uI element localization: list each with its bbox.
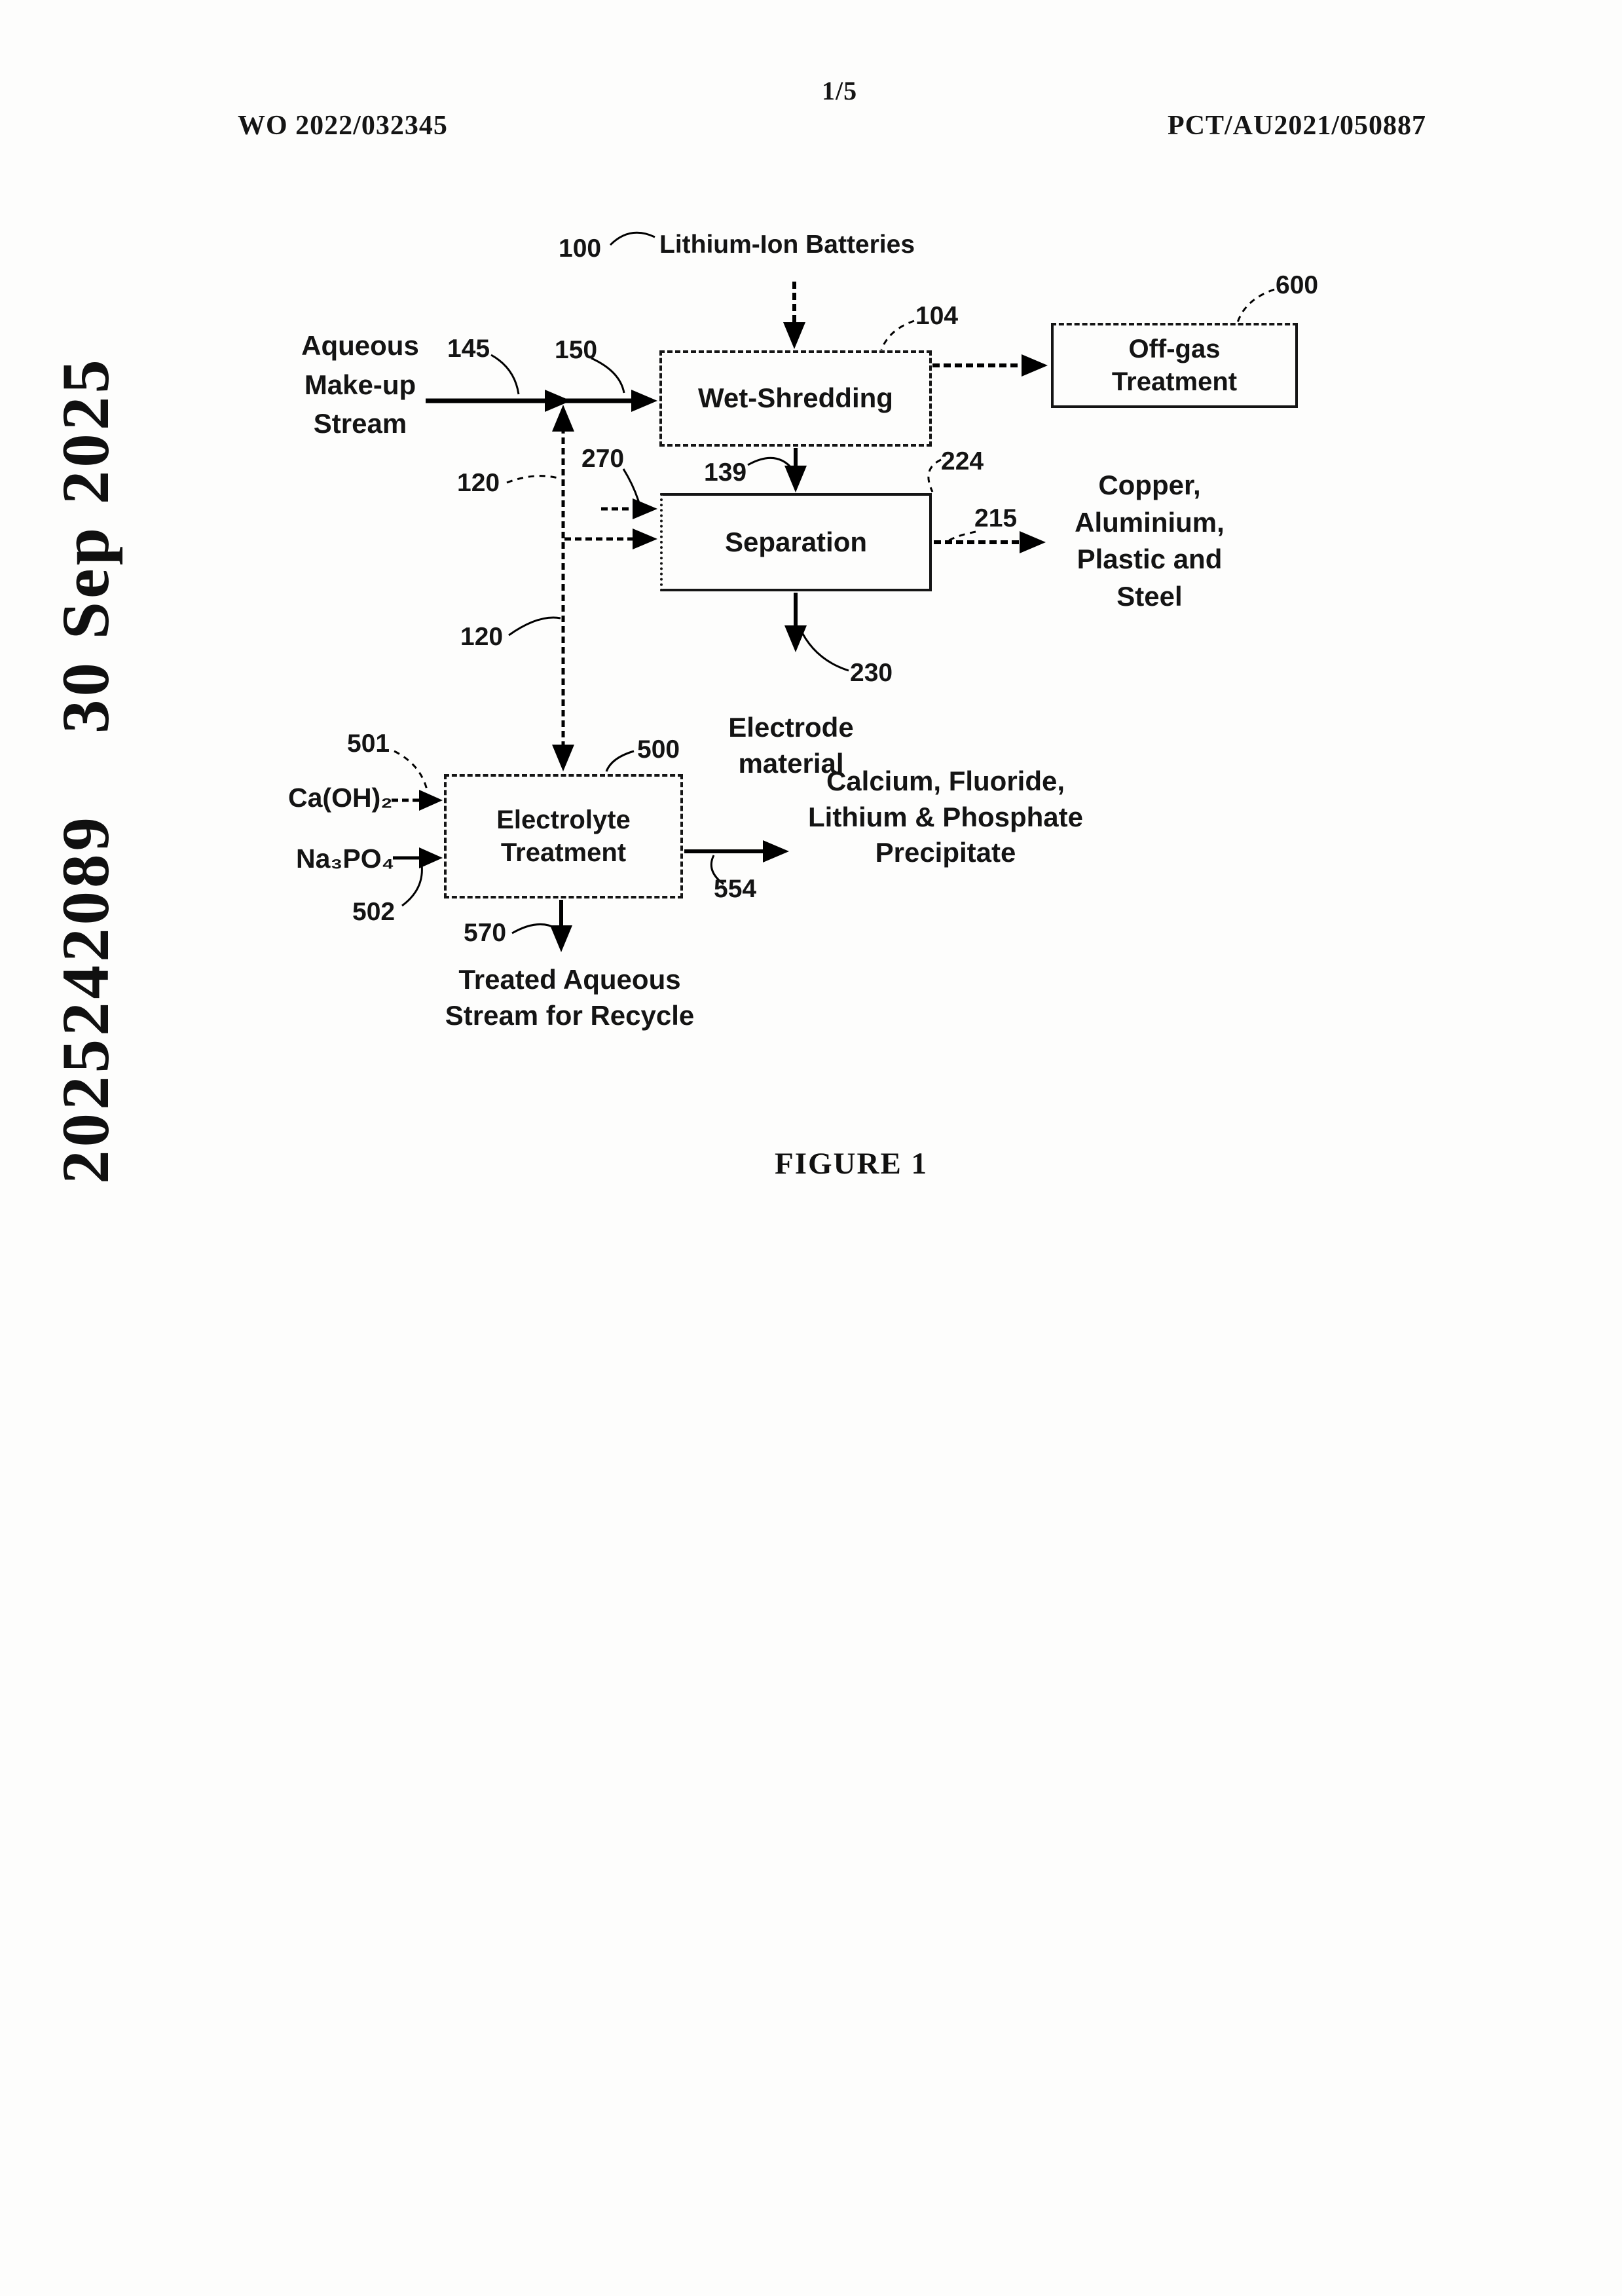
figure-caption: FIGURE 1 xyxy=(775,1147,929,1181)
leader-600 xyxy=(1236,288,1275,323)
ref-501: 501 xyxy=(347,730,390,758)
leader-230 xyxy=(798,627,849,672)
off-gas-treatment-label: Off-gas Treatment xyxy=(1111,335,1238,396)
ref-120-lower: 120 xyxy=(460,623,504,651)
input-lithium-ion-batteries: Lithium-Ion Batteries xyxy=(659,231,915,259)
ref-570: 570 xyxy=(464,919,507,947)
sheet-index: 1/5 xyxy=(822,76,858,105)
leader-502 xyxy=(401,864,423,907)
stream-arrow-230-electrode xyxy=(784,593,807,652)
application-number: PCT/AU2021/050887 xyxy=(1168,111,1426,141)
leader-100 xyxy=(609,231,655,246)
stream-arrow-aqueous-makeup xyxy=(426,390,657,412)
stream-arrow-na3po4-feed xyxy=(393,847,443,868)
leader-139 xyxy=(747,456,794,470)
ref-100: 100 xyxy=(559,234,602,263)
electrolyte-treatment-label: Electrolyte Treatment xyxy=(496,805,631,867)
process-box-electrolyte-treatment: Electrolyte Treatment xyxy=(444,774,683,898)
publication-number: WO 2022/032345 xyxy=(238,111,448,141)
ref-600: 600 xyxy=(1276,271,1319,299)
output-metals: Copper, Aluminium, Plastic and Steel xyxy=(1075,470,1225,612)
ref-215: 215 xyxy=(974,504,1018,532)
ref-502: 502 xyxy=(352,898,396,926)
ref-230: 230 xyxy=(850,659,893,687)
leader-270 xyxy=(622,468,640,504)
ref-224: 224 xyxy=(941,447,984,475)
leader-145 xyxy=(490,354,520,395)
stream-arrow-wetshred-to-separation xyxy=(784,448,807,492)
stream-arrow-120-to-separation xyxy=(564,528,657,549)
leader-120-lower xyxy=(508,616,561,637)
output-treated-aqueous-stream: Treated Aqueous Stream for Recycle xyxy=(445,964,695,1031)
ref-104: 104 xyxy=(915,302,959,330)
stream-line-120-recycle xyxy=(552,405,574,771)
ref-139: 139 xyxy=(704,458,747,487)
process-box-off-gas-treatment: Off-gas Treatment xyxy=(1051,323,1298,408)
leader-104 xyxy=(880,320,915,350)
sidebar-filing-annotation: 2025242089 30 Sep 2025 xyxy=(48,356,123,1184)
ref-500: 500 xyxy=(637,735,680,764)
leader-570 xyxy=(511,923,557,935)
stream-arrow-215-solids xyxy=(934,531,1046,553)
stream-arrow-caoh2-feed xyxy=(392,790,443,811)
leader-120-upper xyxy=(506,475,561,484)
leader-501 xyxy=(394,750,428,790)
ref-554: 554 xyxy=(714,875,757,903)
leader-500 xyxy=(605,750,635,772)
stream-arrow-570-treated xyxy=(550,900,572,952)
ref-150: 150 xyxy=(555,336,598,364)
process-box-wet-shredding: Wet-Shredding xyxy=(659,350,932,447)
ref-145: 145 xyxy=(447,335,490,363)
input-calcium-hydroxide: Ca(OH)₂ xyxy=(288,783,393,813)
wet-shredding-label: Wet-Shredding xyxy=(698,382,893,414)
process-box-separation: Separation xyxy=(660,493,932,591)
ref-120-upper: 120 xyxy=(457,469,500,497)
stream-arrow-270 xyxy=(601,498,657,519)
stream-arrow-lithium-feed xyxy=(783,282,805,349)
leader-215 xyxy=(948,530,976,542)
input-aqueous-makeup-stream: Aqueous Make-up Stream xyxy=(301,330,419,439)
stream-arrow-554-precipitate xyxy=(684,840,789,862)
stream-arrow-offgas xyxy=(932,354,1048,377)
input-sodium-phosphate: Na₃PO₄ xyxy=(296,843,395,874)
ref-270: 270 xyxy=(581,445,625,473)
leader-224 xyxy=(927,458,942,492)
output-electrode-material: Electrode material xyxy=(728,712,854,779)
output-precipitate: Calcium, Fluoride, Lithium & Phosphate P… xyxy=(808,766,1083,868)
separation-label: Separation xyxy=(724,526,868,557)
